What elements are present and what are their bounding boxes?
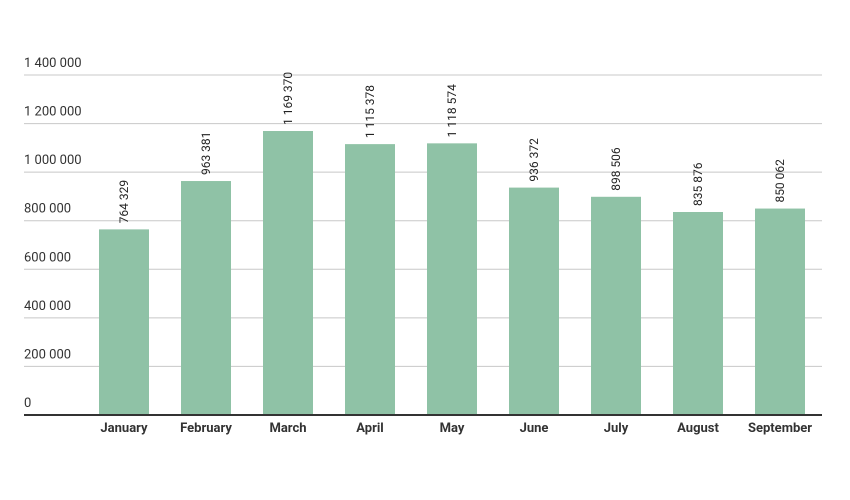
x-tick-label: July: [604, 421, 629, 436]
x-tick-label: September: [748, 421, 812, 436]
bar: [181, 181, 231, 415]
x-tick-label: August: [677, 421, 719, 436]
y-tick-label: 200 000: [24, 347, 71, 362]
x-tick-label: January: [100, 421, 148, 436]
y-tick-label: 1 400 000: [24, 56, 82, 71]
x-tick-label: February: [180, 421, 232, 436]
bar: [673, 212, 723, 415]
bar: [345, 144, 395, 415]
value-label: 1 169 370: [281, 72, 295, 125]
value-label: 1 118 574: [445, 84, 459, 137]
bar: [755, 208, 805, 415]
value-label: 1 115 378: [363, 85, 377, 138]
bar: [263, 131, 313, 416]
y-tick-label: 1 000 000: [24, 153, 82, 168]
value-label: 936 372: [527, 138, 541, 182]
bar: [427, 143, 477, 415]
x-tick-label: May: [440, 421, 465, 436]
value-label: 764 329: [117, 180, 131, 223]
bar: [99, 229, 149, 415]
y-tick-label: 600 000: [24, 250, 71, 265]
y-tick-label: 1 200 000: [24, 105, 82, 120]
x-tick-label: June: [520, 421, 549, 436]
value-label: 850 062: [773, 159, 787, 203]
bar: [591, 196, 641, 415]
value-label: 963 381: [199, 132, 213, 175]
y-tick-label: 400 000: [24, 299, 71, 314]
x-tick-label: April: [356, 421, 383, 436]
value-label: 898 506: [609, 147, 623, 191]
x-tick-label: March: [269, 421, 306, 436]
bar: [509, 187, 559, 415]
y-tick-label: 800 000: [24, 202, 71, 217]
value-label: 835 876: [691, 162, 705, 206]
y-tick-label: 0: [24, 396, 31, 411]
